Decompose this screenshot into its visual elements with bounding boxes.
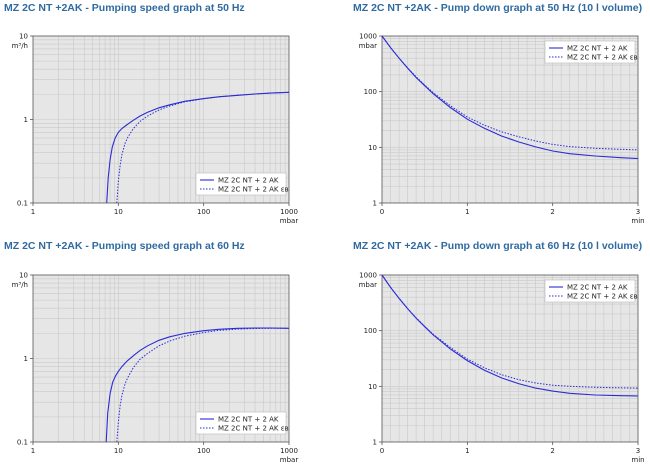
x-tick-label: 3 (636, 447, 640, 455)
legend-label: MZ 2C NT + 2 AK (567, 284, 628, 292)
series-line (116, 91, 290, 204)
legend-label: MZ 2C NT + 2 AK ɛʙ (218, 425, 289, 433)
plot-frame (381, 35, 639, 204)
legend-box (544, 279, 636, 303)
series-line (116, 327, 289, 443)
chart-panel-speed-50hz: MZ 2C NT +2AK - Pumping speed graph at 5… (0, 0, 325, 233)
y-tick-label: 1000 (359, 272, 377, 280)
y-axis-label: mbar (359, 42, 378, 50)
x-tick-label: 1 (465, 208, 469, 216)
y-tick-label: 100 (364, 88, 377, 96)
legend-box (195, 172, 287, 196)
grid (33, 275, 289, 442)
x-tick-label: 10 (114, 208, 123, 216)
chart-panel-pumpdown-50hz: MZ 2C NT +2AK - Pump down graph at 50 Hz… (325, 0, 650, 233)
x-tick-label: 3 (636, 208, 640, 216)
y-tick-label: 1000 (359, 33, 377, 41)
legend-label: MZ 2C NT + 2 AK ɛʙ (567, 54, 638, 62)
x-tick-label: 0 (380, 208, 384, 216)
x-tick-label: 100 (197, 208, 210, 216)
series-line (381, 274, 639, 389)
x-tick-label: 10 (114, 447, 123, 455)
y-tick-label: 1 (24, 116, 28, 124)
y-tick-label: 0.1 (17, 439, 28, 447)
x-tick-label: 1000 (280, 447, 298, 455)
y-tick-label: 1 (373, 439, 377, 447)
grid (382, 275, 638, 442)
y-axis-label: m³/h (12, 42, 28, 50)
plot-frame (381, 274, 639, 443)
legend-box (195, 411, 287, 435)
y-axis-label: mbar (359, 281, 378, 289)
y-tick-label: 10 (368, 144, 377, 152)
y-tick-label: 100 (364, 327, 377, 335)
chart-title: MZ 2C NT +2AK - Pump down graph at 50 Hz… (353, 2, 643, 14)
x-tick-label: 1 (31, 208, 35, 216)
y-tick-label: 10 (19, 33, 28, 41)
legend-label: MZ 2C NT + 2 AK (218, 177, 279, 185)
x-axis-label: min (631, 456, 644, 464)
chart-title: MZ 2C NT +2AK - Pumping speed graph at 5… (4, 2, 245, 14)
x-axis-label: mbar (280, 456, 299, 464)
series-line (381, 35, 639, 160)
legend-box (544, 40, 636, 64)
legend-label: MZ 2C NT + 2 AK ɛʙ (218, 186, 289, 194)
y-tick-label: 1 (373, 200, 377, 208)
x-tick-label: 1 (31, 447, 35, 455)
x-axis-label: mbar (280, 217, 299, 225)
x-tick-label: 1000 (280, 208, 298, 216)
x-tick-label: 0 (380, 447, 384, 455)
x-tick-label: 2 (550, 447, 554, 455)
x-tick-label: 2 (550, 208, 554, 216)
legend-label: MZ 2C NT + 2 AK ɛʙ (567, 293, 638, 301)
x-tick-label: 1 (465, 447, 469, 455)
chart-title: MZ 2C NT +2AK - Pumping speed graph at 6… (4, 240, 245, 252)
y-axis-label: m³/h (12, 281, 28, 289)
y-tick-label: 0.1 (17, 200, 28, 208)
y-tick-label: 10 (368, 383, 377, 391)
chart-title: MZ 2C NT +2AK - Pump down graph at 60 Hz… (353, 240, 643, 252)
legend-label: MZ 2C NT + 2 AK (567, 45, 628, 53)
y-tick-label: 10 (19, 272, 28, 280)
chart-panel-speed-60hz: MZ 2C NT +2AK - Pumping speed graph at 6… (0, 240, 325, 473)
legend-label: MZ 2C NT + 2 AK (218, 416, 279, 424)
y-tick-label: 1 (24, 355, 28, 363)
x-tick-label: 100 (197, 447, 210, 455)
x-axis-label: min (631, 217, 644, 225)
chart-panel-pumpdown-60hz: MZ 2C NT +2AK - Pump down graph at 60 Hz… (325, 240, 650, 473)
series-line (105, 327, 290, 443)
grid (33, 36, 289, 203)
